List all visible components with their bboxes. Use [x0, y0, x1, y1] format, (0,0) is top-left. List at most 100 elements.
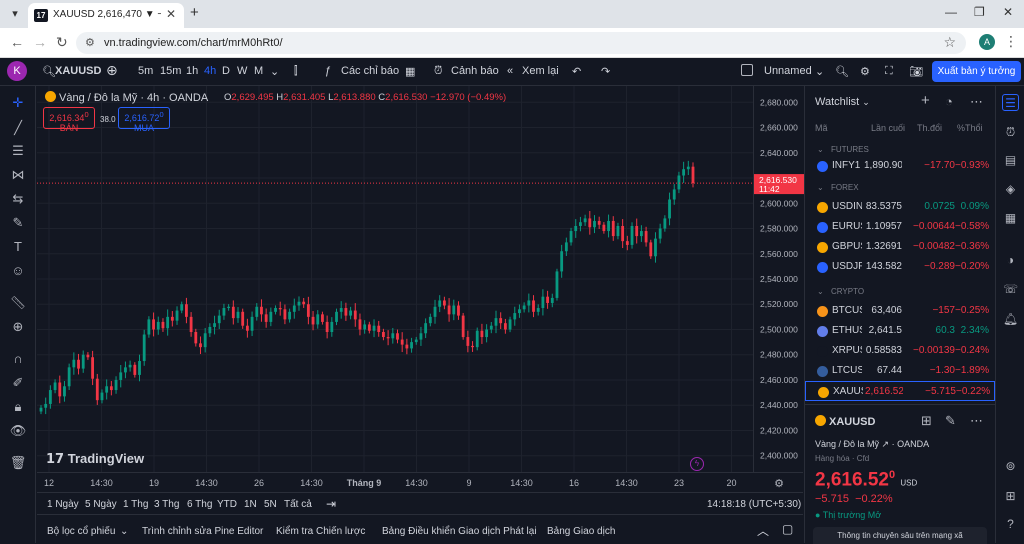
- tradingview-logo[interactable]: 𝟭𝟳 TradingView: [46, 451, 144, 467]
- group-crypto[interactable]: ⌄ CRYPTO: [805, 284, 995, 300]
- col-symbol[interactable]: Mã: [815, 123, 828, 133]
- collapse-panel-icon[interactable]: ︿: [757, 524, 770, 538]
- detail-more-icon[interactable]: ⋯: [970, 413, 983, 428]
- watchlist-row-xrpusd[interactable]: XRPUSD0.58583 −0.00139−0.24%: [805, 341, 995, 361]
- close-window-icon[interactable]: ✕: [1003, 5, 1014, 19]
- url-text[interactable]: vn.tradingview.com/chart/mrM0hRt0/: [104, 37, 283, 49]
- chart-legend-title[interactable]: Vàng / Đô la Mỹ · 4h · OANDA: [45, 91, 208, 104]
- tab-pine-editor[interactable]: Trình chỉnh sửa Pine Editor: [142, 526, 264, 537]
- group-futures[interactable]: ⌄ FUTURES: [805, 142, 995, 158]
- symbol-search-icon[interactable]: 🔍︎: [42, 66, 56, 78]
- candle-type-icon[interactable]: ⫿: [294, 65, 298, 77]
- fullscreen-icon[interactable]: ⛶: [885, 65, 893, 77]
- watchlist-row-usdinr[interactable]: USDINR83.5375 0.0725 0.09%: [805, 197, 995, 217]
- layout-dropdown-icon[interactable]: ⌄: [815, 66, 825, 78]
- alert-button[interactable]: Cảnh báo: [451, 65, 499, 77]
- pattern-tool-icon[interactable]: ⋈: [11, 167, 25, 182]
- tab-replay-trading-panel[interactable]: Bảng Điều khiển Giao dịch Phát lại: [382, 526, 537, 537]
- replay-icon[interactable]: «: [507, 65, 514, 77]
- chat-sidebar-icon[interactable]: ◑: [1006, 253, 1015, 267]
- restore-icon[interactable]: ❐: [974, 5, 985, 19]
- undo-icon[interactable]: ↶: [572, 66, 582, 78]
- calendar-sidebar-icon[interactable]: ▦: [1004, 211, 1017, 225]
- chart-pane[interactable]: [37, 86, 753, 472]
- settings-icon[interactable]: ⚙: [860, 66, 870, 78]
- notifications-sidebar-icon[interactable]: 🔔︎: [1002, 312, 1019, 326]
- hide-icon[interactable]: 👁︎: [9, 423, 27, 438]
- add-symbol-icon[interactable]: +: [921, 92, 930, 109]
- layout-name[interactable]: Unnamed: [764, 65, 812, 77]
- measure-icon[interactable]: 📏︎: [9, 295, 27, 310]
- interval-dropdown-icon[interactable]: ⌄: [270, 66, 280, 78]
- buy-button[interactable]: 2,616.720 MUA: [118, 107, 170, 133]
- minimize-icon[interactable]: —: [945, 5, 957, 19]
- detail-symbol[interactable]: XAUUSD: [815, 415, 875, 428]
- watchlist-row-infy[interactable]: INFY1 1,890.90 −17.70 −0.93%: [805, 156, 995, 176]
- col-last[interactable]: Lần cuối: [871, 123, 906, 133]
- browser-tab[interactable]: 17 XAUUSD 2,616,470 ▼ −0.22% U ✕: [28, 3, 184, 28]
- interval-4h[interactable]: 4h: [204, 65, 217, 77]
- external-link-icon[interactable]: ↗: [881, 439, 890, 449]
- brush-icon[interactable]: ✎: [12, 215, 24, 230]
- market-status[interactable]: ● Thị trường Mở: [815, 510, 881, 520]
- watchlist-row-eurusd[interactable]: EURUSD1.10957 −0.00644−0.58%: [805, 217, 995, 237]
- interval-w[interactable]: W: [237, 65, 248, 77]
- time-scale[interactable]: 12 14:30 19 14:30 26 14:30 Tháng 9 14:30 9 14:30 1…: [37, 472, 803, 492]
- tab-trading-panel[interactable]: Bảng Giao dịch: [547, 526, 616, 537]
- interval-5m[interactable]: 5m: [138, 65, 154, 77]
- trend-line-icon[interactable]: ╱: [14, 120, 22, 135]
- stock-screener-dropdown-icon[interactable]: ⌄: [120, 526, 129, 537]
- detail-description[interactable]: Vàng / Đô la Mỹ: [815, 439, 880, 449]
- redo-icon[interactable]: ↷: [601, 66, 611, 78]
- community-insights-banner[interactable]: Thông tin chuyên sâu trên mạng xã: [813, 527, 987, 544]
- emoji-icon[interactable]: ☺: [11, 263, 25, 278]
- sell-button[interactable]: 2,616.340 BÁN: [43, 107, 95, 133]
- url-omnibox[interactable]: ⚙ vn.tradingview.com/chart/mrM0hRt0/ ☆: [76, 32, 966, 54]
- object-tree-sidebar-icon[interactable]: ⊞: [1005, 489, 1016, 503]
- goto-date-icon[interactable]: ⇥: [326, 497, 337, 511]
- price-scale[interactable]: 2,680.0002,660.0002,640.0002,620.0002,60…: [753, 86, 804, 472]
- range-1m[interactable]: 1 Thg: [123, 499, 149, 510]
- snapshot-icon[interactable]: 📷︎: [909, 66, 923, 78]
- tab-stock-screener[interactable]: Bộ lọc cổ phiếu: [47, 526, 116, 537]
- indicators-icon[interactable]: ƒ: [325, 65, 332, 77]
- forecast-tool-icon[interactable]: ⇆: [12, 191, 24, 206]
- clock-timezone[interactable]: 14:18:18 (UTC+5:30): [707, 499, 802, 510]
- reload-icon[interactable]: ↻: [56, 34, 68, 50]
- range-1d[interactable]: 1 Ngày: [47, 499, 79, 510]
- alert-icon[interactable]: ⏰︎: [434, 65, 443, 77]
- range-5y[interactable]: 5N: [264, 499, 277, 510]
- advanced-view-icon[interactable]: ◔: [945, 94, 953, 109]
- interval-1h[interactable]: 1h: [186, 65, 199, 77]
- range-1y[interactable]: 1N: [244, 499, 257, 510]
- watchlist-row-gbpusd[interactable]: GBPUSD1.32691 −0.00482−0.36%: [805, 237, 995, 257]
- watchlist-row-btcusd[interactable]: BTCUSD 63,406 −157−0.25%: [805, 301, 995, 321]
- user-avatar[interactable]: K: [7, 61, 27, 81]
- lock-icon[interactable]: 🔒︎: [14, 399, 22, 414]
- maximize-panel-icon[interactable]: ▢: [782, 522, 794, 536]
- indicators-button[interactable]: Các chỉ báo: [341, 65, 400, 77]
- detail-grid-icon[interactable]: ⊞: [921, 413, 932, 428]
- range-6m[interactable]: 6 Thg: [187, 499, 213, 510]
- site-settings-icon[interactable]: ⚙: [85, 37, 95, 49]
- compare-symbol-icon[interactable]: ⊕: [106, 62, 118, 78]
- news-sidebar-icon[interactable]: ▤: [1004, 153, 1017, 167]
- range-5d[interactable]: 5 Ngày: [85, 499, 117, 510]
- ideas-sidebar-icon[interactable]: ☏: [1002, 282, 1018, 296]
- fib-tool-icon[interactable]: ☰: [12, 143, 24, 158]
- crosshair-icon[interactable]: ✛: [12, 95, 24, 110]
- range-3m[interactable]: 3 Thg: [154, 499, 180, 510]
- alerts-sidebar-icon[interactable]: ⏰︎: [1005, 125, 1016, 139]
- col-percent[interactable]: %Thổi: [957, 123, 983, 133]
- range-all[interactable]: Tất cả: [284, 499, 312, 510]
- watchlist-sidebar-icon[interactable]: ☰: [1002, 94, 1019, 111]
- lightning-icon[interactable]: ϟ: [690, 457, 704, 471]
- dom-sidebar-icon[interactable]: ⊚: [1005, 459, 1016, 473]
- publish-idea-button[interactable]: Xuất bản ý tưởng: [932, 61, 1021, 82]
- new-tab-icon[interactable]: +: [190, 4, 199, 21]
- zoom-in-icon[interactable]: ⊕: [12, 319, 24, 334]
- back-icon[interactable]: ←: [10, 34, 24, 50]
- templates-icon[interactable]: ▦: [405, 66, 416, 78]
- replay-button[interactable]: Xem lại: [522, 65, 559, 77]
- candlestick-chart[interactable]: [37, 86, 753, 472]
